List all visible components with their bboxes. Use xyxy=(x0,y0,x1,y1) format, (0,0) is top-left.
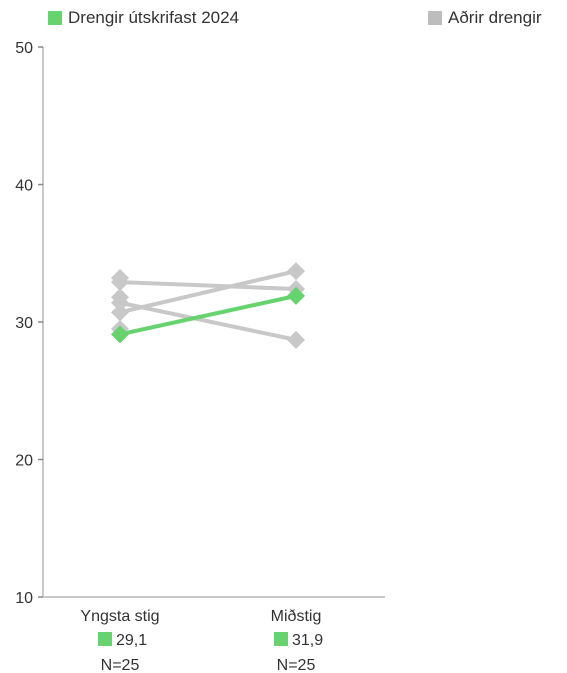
y-tick-label: 50 xyxy=(15,40,33,57)
legend-swatch-others xyxy=(428,11,442,25)
highlight-series-line xyxy=(119,293,297,337)
other-series-line xyxy=(119,300,297,342)
y-tick-label: 30 xyxy=(15,315,33,332)
annotation-swatch xyxy=(98,632,112,646)
other-data-point[interactable] xyxy=(287,262,305,281)
highlight-data-point[interactable] xyxy=(111,325,129,344)
legend-swatch-highlight xyxy=(48,11,62,25)
annotation-value-label: 31,9 xyxy=(292,632,323,649)
legend-item-highlight[interactable]: Drengir útskrifast 2024 xyxy=(48,8,239,28)
other-data-point[interactable] xyxy=(111,303,129,322)
other-data-point[interactable] xyxy=(287,330,305,349)
x-category-label: Miðstig xyxy=(271,608,322,625)
legend-label-others: Aðrir drengir xyxy=(448,8,542,27)
highlight-data-point[interactable] xyxy=(287,286,305,305)
annotation-n-label: N=25 xyxy=(277,657,316,673)
annotation-swatch xyxy=(274,632,288,646)
annotation-n-label: N=25 xyxy=(101,657,140,673)
legend-item-others[interactable]: Aðrir drengir xyxy=(428,8,542,28)
other-series-line xyxy=(119,269,297,315)
y-tick-label: 40 xyxy=(15,178,33,195)
other-data-point[interactable] xyxy=(111,269,129,287)
y-tick-label: 20 xyxy=(15,453,33,470)
annotation-value-label: 29,1 xyxy=(116,632,147,649)
other-data-point[interactable] xyxy=(111,288,129,307)
x-category-label: Yngsta stig xyxy=(80,608,159,625)
other-series-line xyxy=(119,280,297,291)
y-tick-label: 10 xyxy=(15,590,33,607)
legend-label-highlight: Drengir útskrifast 2024 xyxy=(68,8,240,27)
